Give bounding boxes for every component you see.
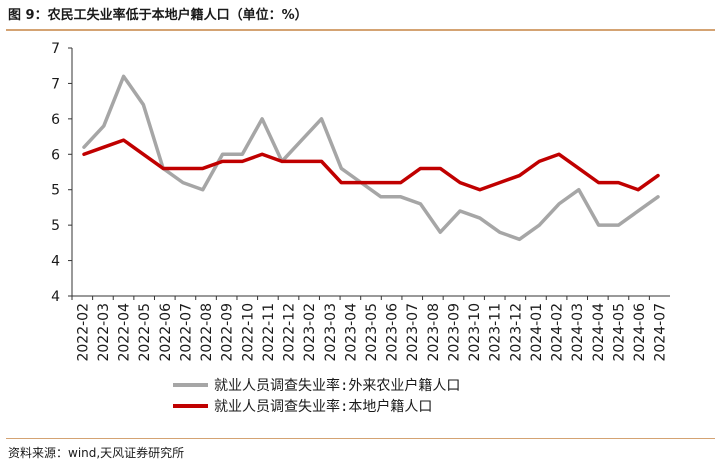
y-tick-label: 4 <box>51 289 60 305</box>
x-tick-label: 2023-09 <box>446 303 462 362</box>
x-tick-label: 2023-06 <box>385 303 401 362</box>
x-tick-label: 2022-12 <box>282 303 298 362</box>
y-tick-label: 5 <box>51 183 60 199</box>
y-tick-label: 7 <box>51 41 60 57</box>
x-tick-label: 2022-07 <box>178 303 194 362</box>
y-tick-label: 7 <box>51 76 60 92</box>
x-tick-label: 2024-04 <box>591 303 607 362</box>
y-tick-label: 6 <box>51 112 60 128</box>
x-tick-label: 2023-12 <box>508 303 524 362</box>
footer-divider <box>6 438 715 439</box>
x-tick-label: 2023-04 <box>343 303 359 362</box>
x-tick-label: 2022-08 <box>199 303 215 362</box>
title-divider <box>6 29 715 31</box>
x-tick-label: 2023-08 <box>426 303 442 362</box>
series-lines <box>82 74 660 242</box>
x-tick-label: 2023-11 <box>488 303 504 362</box>
x-tick-label: 2022-03 <box>96 303 112 362</box>
x-axis: 2022-02 2022-03 2022-04 2022-05 2022-06 2022-… <box>71 295 670 362</box>
x-tick-label: 2024-05 <box>611 303 627 362</box>
x-tick-label: 2023-02 <box>302 303 318 362</box>
x-tick-label: 2024-01 <box>529 303 545 362</box>
x-tick-label: 2022-09 <box>220 303 236 362</box>
y-tick-label: 5 <box>51 218 60 234</box>
chart-title: 图 9：农民工失业率低于本地户籍人口（单位：%） <box>8 8 308 23</box>
x-tick-label: 2024-02 <box>550 303 566 362</box>
x-tick-label: 2024-03 <box>570 303 586 362</box>
x-tick-label: 2022-10 <box>240 303 256 362</box>
legend-label-2: 就业人员调查失业率:本地户籍人口 <box>214 398 432 415</box>
x-tick-label: 2022-02 <box>75 303 91 362</box>
x-tick-label: 2023-05 <box>364 303 380 362</box>
y-axis: 4 4 5 5 6 6 7 7 <box>51 41 73 305</box>
x-tick-label: 2024-06 <box>632 303 648 362</box>
x-tick-label: 2023-10 <box>467 303 483 362</box>
series-line-2 <box>82 138 660 192</box>
x-tick-label: 2023-03 <box>323 303 339 362</box>
legend-label-1: 就业人员调查失业率:外来农业户籍人口 <box>214 377 460 394</box>
y-tick-label: 4 <box>51 254 60 270</box>
source-note: 资料来源：wind,天风证券研究所 <box>8 446 185 460</box>
x-tick-label: 2024-07 <box>653 303 669 362</box>
x-tick-label: 2022-05 <box>137 303 153 362</box>
series-line-1 <box>82 74 660 242</box>
x-tick-label: 2022-04 <box>117 303 133 362</box>
x-tick-label: 2023-07 <box>405 303 421 362</box>
x-tick-label: 2022-06 <box>158 303 174 362</box>
x-tick-label: 2022-11 <box>261 303 277 362</box>
y-tick-label: 6 <box>51 147 60 163</box>
